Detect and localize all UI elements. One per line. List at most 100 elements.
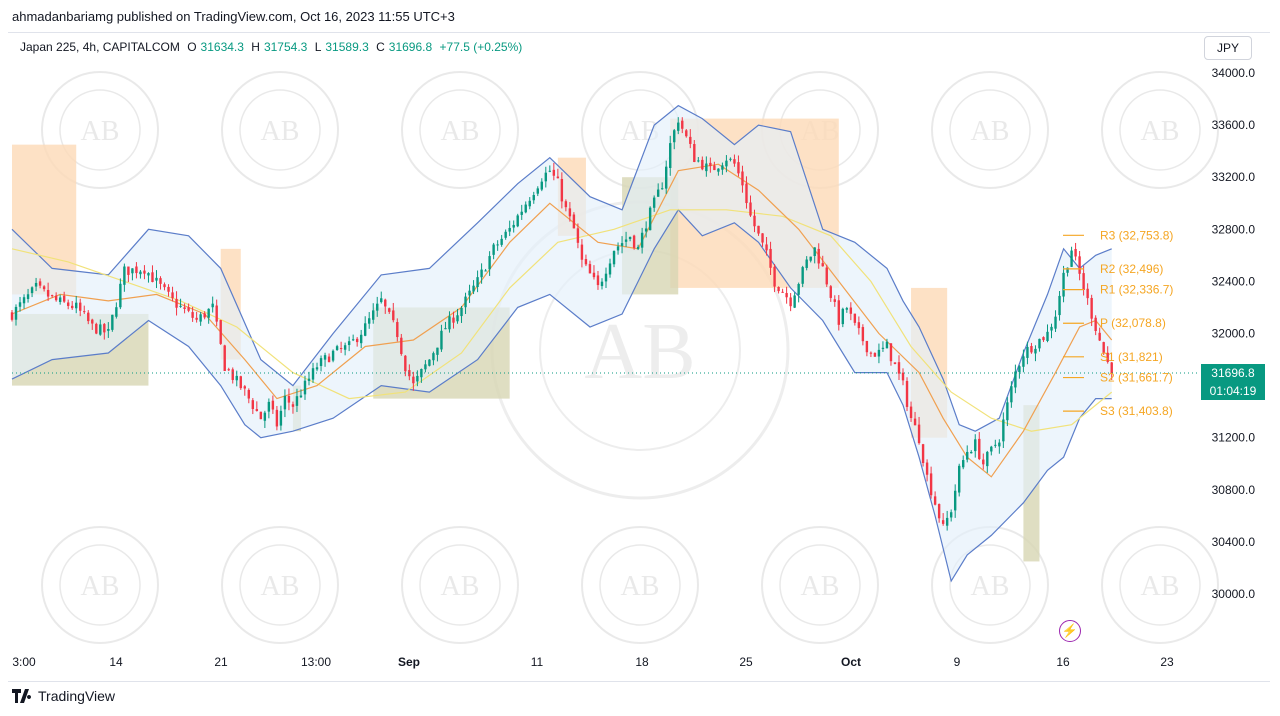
candle [339, 341, 343, 353]
watermark-row-bottom-5: AB [931, 526, 1049, 644]
symbol-name: Japan 225, 4h, CAPITALCOM [20, 40, 180, 54]
candle-body [765, 244, 768, 251]
candle-body [500, 238, 503, 245]
candle [159, 276, 162, 290]
candle [536, 186, 539, 197]
candle [817, 243, 820, 269]
candle [865, 340, 869, 357]
candle [805, 256, 808, 271]
last-price-value: 31696.8 [1211, 366, 1255, 380]
candle-body [528, 200, 531, 207]
candle [119, 278, 122, 310]
close-value: 31696.8 [388, 40, 433, 54]
candle [163, 282, 166, 291]
candle-body [115, 307, 118, 317]
candle-body [837, 300, 840, 325]
candle [584, 254, 588, 267]
candle-body [1034, 348, 1037, 354]
candle [203, 311, 206, 320]
candle [1018, 365, 1021, 379]
candle-body [91, 319, 94, 324]
candle [456, 308, 459, 324]
x-tick-label: Sep [398, 655, 420, 669]
bar-countdown: 01:04:19 [1209, 384, 1257, 398]
candle [396, 318, 399, 342]
lightning-icon[interactable]: ⚡ [1059, 620, 1081, 642]
candle [139, 270, 142, 279]
candle-body [901, 372, 905, 381]
sma-line [11, 209, 1113, 432]
candle-body [484, 270, 487, 272]
candle [243, 385, 246, 396]
candle-body [359, 334, 363, 344]
candle [600, 278, 604, 290]
candle-body [139, 271, 142, 275]
candle [532, 191, 535, 204]
candle [167, 284, 170, 297]
candle-body [339, 348, 343, 350]
candle-body [167, 286, 170, 292]
bollinger-lower-line [11, 208, 1112, 583]
candle [897, 355, 901, 380]
candle [500, 234, 503, 247]
candle [211, 296, 214, 313]
candle-body [905, 380, 909, 407]
candle-body [388, 308, 391, 312]
candle-body [10, 312, 14, 320]
candle-body [1082, 273, 1085, 291]
candle [572, 212, 576, 229]
pivot-label-6: S3 (31,403.8) [1100, 404, 1173, 418]
candle-body [22, 297, 26, 304]
pivot-label-4: S1 (31,821) [1100, 350, 1163, 364]
candle-body [516, 215, 519, 227]
candle [705, 156, 708, 177]
watermark-row-bottom-3: AB [581, 526, 699, 644]
candle [853, 313, 857, 326]
candle-body [921, 444, 925, 463]
candle-body [376, 303, 379, 311]
watermark-row-bottom-4: AB [761, 526, 879, 644]
candle [990, 445, 993, 456]
watermark-row-bottom-0: AB [41, 526, 159, 644]
candle [929, 466, 933, 499]
candle [46, 282, 50, 301]
candle [1006, 397, 1009, 427]
candle [673, 128, 676, 150]
candle-body [793, 295, 796, 308]
chart-frame[interactable] [8, 32, 1270, 682]
candle-body [624, 239, 628, 242]
candle [1022, 349, 1025, 373]
candle [380, 291, 383, 304]
candle-body [147, 273, 150, 276]
candle-body [163, 284, 166, 288]
candle [315, 362, 319, 372]
candle-body [79, 302, 82, 311]
currency-selector[interactable]: JPY [1204, 36, 1252, 60]
candle [1034, 345, 1037, 362]
candle-body [713, 165, 716, 171]
high-label: H [251, 40, 260, 54]
candle-body [986, 451, 989, 467]
candle-body [588, 264, 592, 274]
candle-body [753, 215, 756, 227]
low-label: L [314, 40, 322, 54]
candle-body [885, 341, 889, 349]
candle [215, 299, 218, 327]
candle-body [175, 298, 178, 308]
candle-body [436, 347, 439, 355]
candle [70, 301, 74, 310]
candle-body [87, 312, 90, 322]
candle-body [757, 225, 760, 234]
y-tick-label: 31200.0 [1212, 431, 1256, 445]
candle-body [781, 291, 784, 293]
candle [107, 322, 110, 338]
candle-body [235, 375, 238, 381]
candle [849, 302, 853, 321]
candle-body [372, 310, 375, 320]
candle [400, 333, 403, 356]
candle [901, 368, 905, 386]
candle [448, 311, 451, 333]
candle-body [18, 302, 22, 307]
candle [392, 302, 395, 323]
